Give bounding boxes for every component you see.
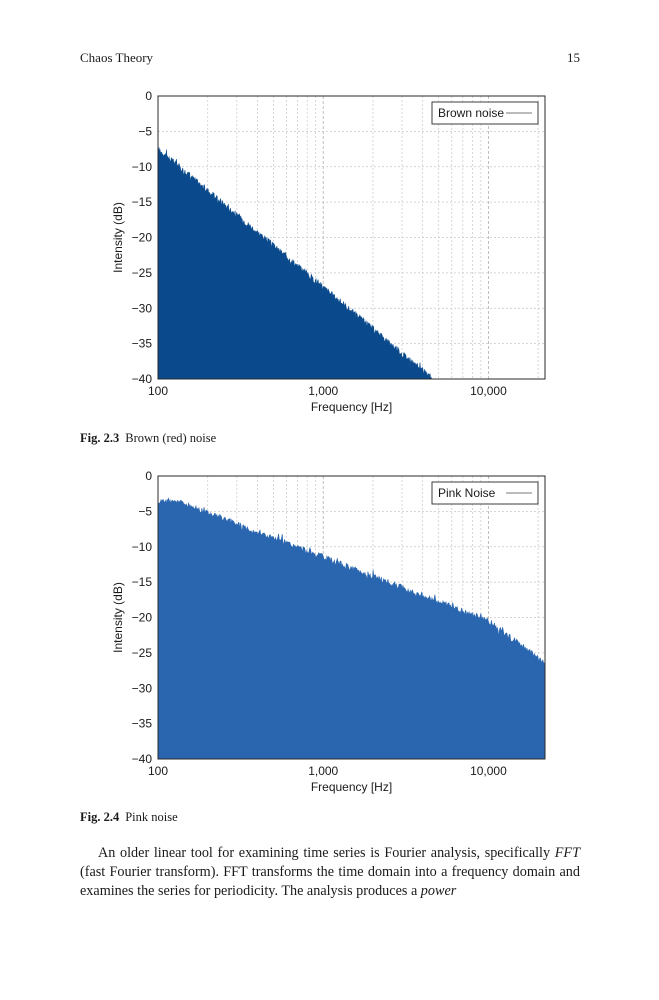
y-tick-label: −40 (132, 372, 153, 386)
x-tick-label: 100 (148, 384, 168, 398)
y-axis-label: Intensity (dB) (111, 582, 125, 653)
body-paragraph: An older linear tool for examining time … (80, 844, 580, 901)
x-axis-label: Frequency [Hz] (311, 780, 392, 794)
y-tick-label: −10 (132, 540, 153, 554)
figure-pink-noise: 100 1,000 10,000 0 −5 −10 −15 −20 −25 −30 −35 −40 Pi… (100, 466, 560, 796)
legend-box (431, 481, 539, 505)
caption-number: Fig. 2.4 (80, 810, 120, 824)
body-mid: (fast Fourier transform). FFT transforms… (80, 864, 580, 899)
figure-caption-brown: Fig. 2.3 Brown (red) noise (80, 431, 216, 446)
running-head-title: Chaos Theory (80, 50, 154, 65)
term-power: power (420, 883, 457, 899)
series-area (157, 146, 433, 380)
y-tick-label: −25 (132, 266, 153, 280)
figure-brown-noise: 100 1,000 10,000 0 −5 −10 −15 −20 −25 −30 −35 −40 Br… (100, 86, 560, 416)
running-head: Chaos Theory 15 (80, 50, 580, 70)
y-tick-label: −30 (132, 301, 153, 315)
y-tick-label: −35 (132, 337, 153, 351)
legend-box (431, 101, 539, 125)
y-tick-label: −35 (132, 717, 153, 731)
y-tick-label: −5 (138, 124, 152, 138)
body-lead: An older linear tool for examining time … (98, 845, 555, 861)
y-tick-label: −30 (132, 681, 153, 695)
y-tick-label: −15 (132, 195, 153, 209)
x-tick-label: 1,000 (308, 384, 338, 398)
caption-text: Brown (red) noise (125, 431, 217, 445)
x-tick-label: 10,000 (470, 384, 507, 398)
y-tick-label: 0 (145, 469, 152, 483)
y-tick-label: 0 (145, 89, 152, 103)
y-axis-label: Intensity (dB) (111, 202, 125, 273)
y-tick-label: −20 (132, 611, 153, 625)
legend-label: Brown noise (438, 106, 504, 120)
pink-noise-chart: 100 1,000 10,000 0 −5 −10 −15 −20 −25 −30 −35 −40 Pi… (111, 469, 546, 794)
x-tick-label: 10,000 (470, 764, 507, 778)
x-axis-label: Frequency [Hz] (311, 400, 392, 414)
y-tick-label: −20 (132, 231, 153, 245)
y-tick-label: −10 (132, 160, 153, 174)
plot-frame (157, 95, 546, 380)
figure-caption-pink: Fig. 2.4 Pink noise (80, 810, 178, 825)
caption-text: Pink noise (125, 810, 178, 824)
legend-label: Pink Noise (438, 486, 496, 500)
plot-frame (157, 475, 546, 760)
y-tick-label: −15 (132, 575, 153, 589)
brown-noise-chart: 100 1,000 10,000 0 −5 −10 −15 −20 −25 −30 −35 −40 Br… (111, 89, 546, 414)
y-tick-label: −25 (132, 646, 153, 660)
y-tick-label: −40 (132, 752, 153, 766)
page-number: 15 (567, 50, 580, 65)
y-tick-label: −5 (138, 504, 152, 518)
caption-number: Fig. 2.3 (80, 431, 120, 445)
x-tick-label: 100 (148, 764, 168, 778)
term-fft: FFT (554, 845, 580, 861)
x-tick-label: 1,000 (308, 764, 338, 778)
series-area (157, 497, 546, 760)
